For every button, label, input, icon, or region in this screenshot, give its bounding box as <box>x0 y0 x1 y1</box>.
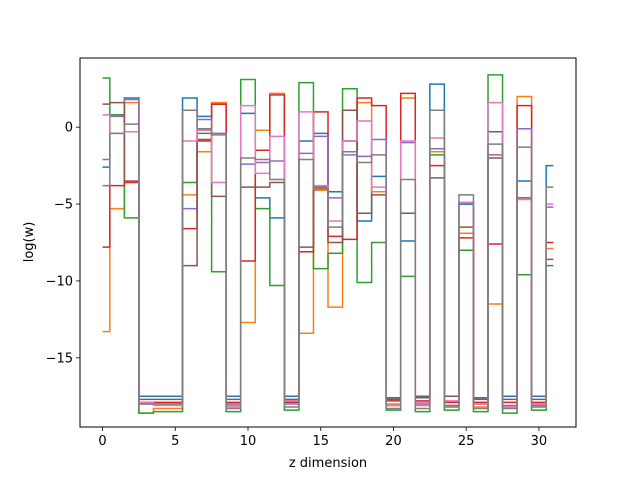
y-tick-label: 0 <box>65 121 73 136</box>
x-tick-label: 20 <box>385 434 402 449</box>
series-line-8 <box>102 109 554 410</box>
series-line-1 <box>102 83 554 401</box>
plot-frame <box>79 57 577 428</box>
y-tick-label: −15 <box>46 351 73 366</box>
y-tick-label: −10 <box>46 274 73 289</box>
x-tick-label: 0 <box>98 434 106 449</box>
series-line-4 <box>102 92 554 404</box>
y-axis: −15 −10 −5 0 <box>46 121 80 366</box>
x-tick-label: 10 <box>240 434 257 449</box>
series-layer <box>102 74 554 414</box>
y-axis-label: log(w) <box>22 222 37 263</box>
x-tick-label: 25 <box>458 434 475 449</box>
x-tick-label: 15 <box>312 434 329 449</box>
x-tick-label: 30 <box>531 434 548 449</box>
x-axis-label: z dimension <box>289 456 367 471</box>
x-axis: 0 5 10 15 20 25 30 <box>98 427 547 449</box>
y-tick-label: −5 <box>54 198 73 213</box>
x-tick-label: 5 <box>171 434 179 449</box>
